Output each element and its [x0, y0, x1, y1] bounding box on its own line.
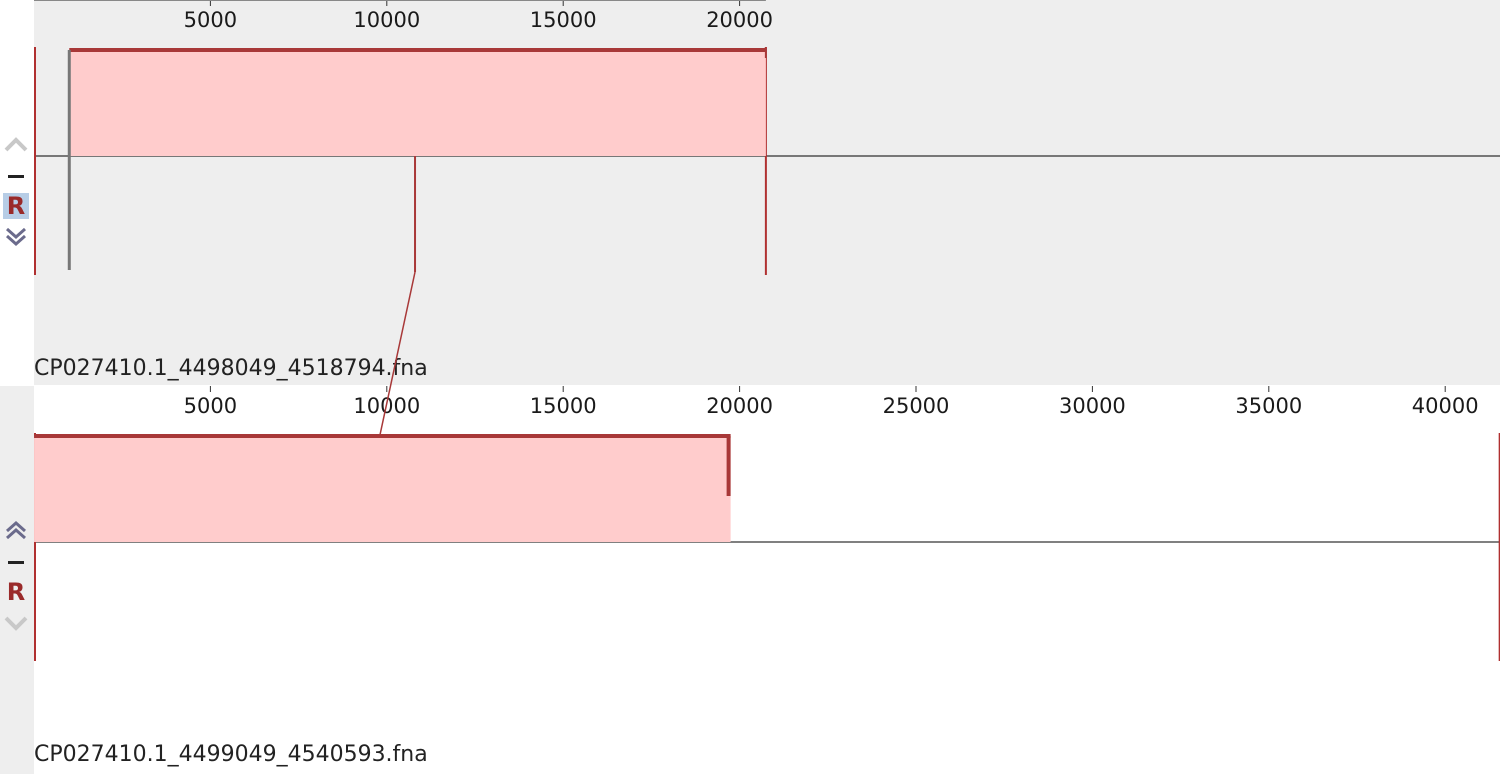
hide-button-bottom[interactable]	[3, 550, 29, 576]
chevron-up-icon	[4, 137, 28, 152]
sequence-panel-bottom: R 5000 10000 15000 20000 25000 30000 35000 4000…	[0, 386, 1500, 774]
axis-tick-label: 15000	[530, 394, 597, 418]
reverse-button-bottom[interactable]: R	[6, 578, 26, 606]
axis-tick-label: 30000	[1059, 394, 1126, 418]
axis-tick-label: 20000	[706, 8, 773, 32]
move-down-button-top[interactable]	[3, 224, 29, 250]
move-down-button-bottom[interactable]	[3, 610, 29, 636]
track-canvas-bottom: 5000 10000 15000 20000 25000 30000 35000 40000	[34, 386, 1500, 661]
sequence-track-top[interactable]: 5000 10000 15000 20000	[34, 0, 1500, 385]
axis-tick-label: 10000	[353, 8, 420, 32]
axis-tick-label: 25000	[883, 394, 950, 418]
minus-icon	[8, 175, 24, 178]
hide-button-top[interactable]	[3, 164, 29, 190]
chevron-up-icon	[6, 520, 26, 540]
sequence-panel-top: R 5000 10000 15000 20000 CP027410.1_4498049…	[0, 0, 1500, 385]
minus-icon	[8, 561, 24, 564]
chevron-down-icon	[4, 616, 28, 631]
axis-tick-label: 20000	[706, 394, 773, 418]
panel-controls-bottom: R	[0, 386, 34, 774]
lcb-block	[34, 436, 731, 542]
move-up-button-bottom[interactable]	[3, 518, 29, 544]
reverse-button-top[interactable]: R	[3, 193, 29, 219]
axis-tick-label: 5000	[184, 394, 237, 418]
axis-tick-label: 35000	[1235, 394, 1302, 418]
track-canvas-top: 5000 10000 15000 20000	[34, 0, 1500, 275]
panel-controls-top: R	[0, 0, 34, 385]
lcb-block	[69, 50, 766, 156]
move-up-button-top[interactable]	[3, 132, 29, 158]
axis-tick-label: 5000	[184, 8, 237, 32]
chevron-down-icon	[6, 227, 26, 247]
sequence-track-bottom[interactable]: 5000 10000 15000 20000 25000 30000 35000 40000	[34, 386, 1500, 774]
axis-tick-label: 10000	[353, 394, 420, 418]
sequence-name-label: CP027410.1_4499049_4540593.fna	[34, 742, 428, 767]
axis-tick-label: 15000	[530, 8, 597, 32]
axis-tick-label: 40000	[1412, 394, 1479, 418]
sequence-name-label: CP027410.1_4498049_4518794.fna	[34, 356, 428, 381]
